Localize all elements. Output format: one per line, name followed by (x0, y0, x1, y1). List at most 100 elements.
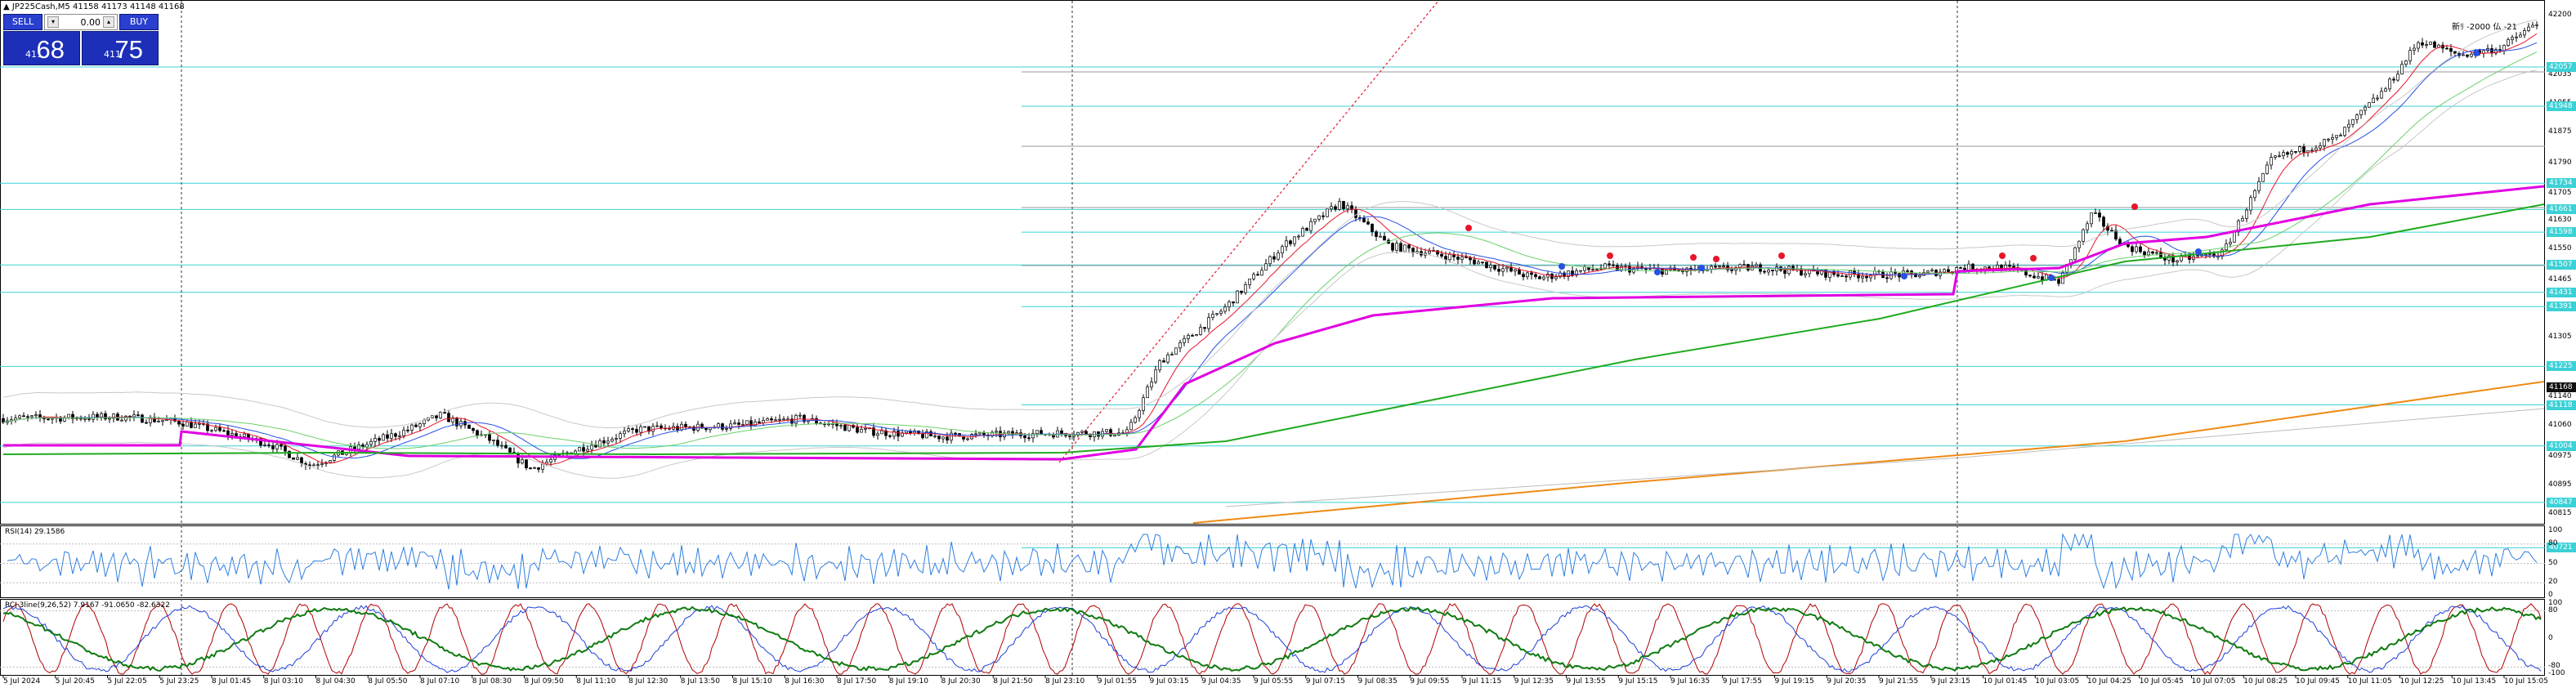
candle-body (141, 414, 144, 423)
time-axis-label: 10 Jul 15:05 (2504, 677, 2548, 686)
candle-body (1395, 243, 1398, 251)
candle-body (71, 413, 74, 419)
time-axis-label: 8 Jul 21:50 (993, 677, 1033, 686)
candle-body (1522, 274, 1525, 278)
candle-body (30, 415, 34, 418)
time-axis-label: 8 Jul 11:10 (576, 677, 616, 686)
candle-body (1260, 270, 1263, 276)
candle-body (1407, 244, 1411, 249)
candle-body (1219, 310, 1223, 315)
candle-body (2204, 253, 2207, 256)
candle-body (770, 418, 773, 421)
time-axis-label: 8 Jul 17:50 (837, 677, 877, 686)
time-axis-label: 9 Jul 16:35 (1670, 677, 1711, 686)
price-axis-label: 41630 (2548, 216, 2572, 225)
candle-body (884, 430, 888, 436)
long-ma-orange (1192, 381, 2545, 524)
time-axis-label: 10 Jul 07:05 (2191, 677, 2236, 686)
lot-size-field[interactable]: ▾ 0.00 ▴ (44, 14, 118, 30)
candle-body (1538, 276, 1541, 279)
candle-body (2331, 136, 2334, 140)
candle-body (880, 430, 883, 435)
candle-body (1346, 205, 1349, 209)
candle-body (2421, 42, 2424, 46)
candle-body (2253, 190, 2256, 199)
candle-body (2265, 164, 2269, 174)
candle-body (1293, 236, 1296, 244)
candle-body (1403, 244, 1407, 252)
candle-body (2384, 88, 2387, 92)
time-axis-label: 9 Jul 23:15 (1930, 677, 1970, 686)
price-axis-label: 41060 (2548, 421, 2572, 430)
chevron-up-icon[interactable]: ▴ (103, 16, 114, 28)
candle-body (2523, 30, 2526, 36)
candle-body (1526, 272, 1529, 278)
candle-body (443, 412, 446, 413)
candle-body (2028, 275, 2032, 277)
ma-short-red (2, 33, 2538, 466)
candle-body (1959, 267, 1962, 269)
candle-body (1391, 243, 1394, 251)
rsi-scale-label: 0 (2548, 591, 2553, 599)
candle-body (1272, 256, 1276, 260)
candle-body (1134, 417, 1137, 423)
candle-body (1497, 268, 1500, 272)
candle-body (22, 415, 25, 418)
candle-body (365, 444, 369, 448)
candle-body (1714, 266, 1717, 268)
candle-body (937, 436, 941, 440)
candle-body (2008, 265, 2011, 267)
candle-body (1007, 431, 1010, 434)
candle-body (1473, 259, 1476, 265)
candle-body (1501, 268, 1505, 272)
rci-pane-border (0, 599, 2545, 676)
candle-body (1183, 338, 1186, 343)
candle-body (1244, 284, 1247, 293)
time-axis-label: 8 Jul 05:50 (368, 677, 408, 686)
candle-body (1252, 274, 1255, 279)
buy-button[interactable]: BUY (119, 14, 159, 30)
candle-body (2470, 53, 2473, 57)
candle-body (1223, 306, 1227, 312)
candle-body (2527, 26, 2530, 31)
sell-price-box[interactable]: 411 68 (3, 31, 80, 65)
candle-body (1509, 266, 1513, 272)
candle-body (1914, 273, 1917, 278)
candle-body (296, 457, 299, 460)
candle-body (308, 464, 311, 467)
sell-signal-dot (1778, 252, 1785, 259)
candle-body (2233, 231, 2236, 243)
level-price-tag: 41734 (2547, 178, 2576, 189)
rci-scale-label: 0 (2548, 634, 2553, 642)
candle-body (1031, 433, 1035, 439)
candle-body (104, 413, 107, 420)
candle-body (2294, 151, 2297, 153)
candle-body (1281, 246, 1284, 254)
sell-signal-dot (1690, 254, 1697, 261)
candle-body (2073, 247, 2077, 261)
candle-body (500, 445, 503, 447)
candle-body (47, 418, 50, 421)
candle-body (2114, 230, 2118, 240)
rci-scale-label: -80 (2548, 662, 2560, 671)
level-price-tag: 42057 (2547, 61, 2576, 72)
buy-price-box[interactable]: 411 75 (82, 31, 159, 65)
candle-body (872, 427, 875, 436)
time-axis-label: 8 Jul 12:30 (628, 677, 669, 686)
candle-body (414, 424, 418, 427)
candle-body (280, 444, 283, 447)
candle-body (1845, 275, 1848, 278)
candle-body (1060, 430, 1063, 434)
candle-body (198, 423, 201, 425)
candle-body (447, 413, 450, 422)
candle-body (2261, 173, 2265, 182)
level-price-tag: 40847 (2547, 497, 2576, 507)
candle-body (476, 430, 479, 436)
candle-body (2502, 45, 2506, 51)
time-axis-label: 9 Jul 04:35 (1201, 677, 1241, 686)
candle-body (186, 421, 189, 427)
candle-body (533, 467, 536, 469)
chevron-down-icon[interactable]: ▾ (47, 16, 59, 28)
sell-button[interactable]: SELL (3, 14, 42, 30)
